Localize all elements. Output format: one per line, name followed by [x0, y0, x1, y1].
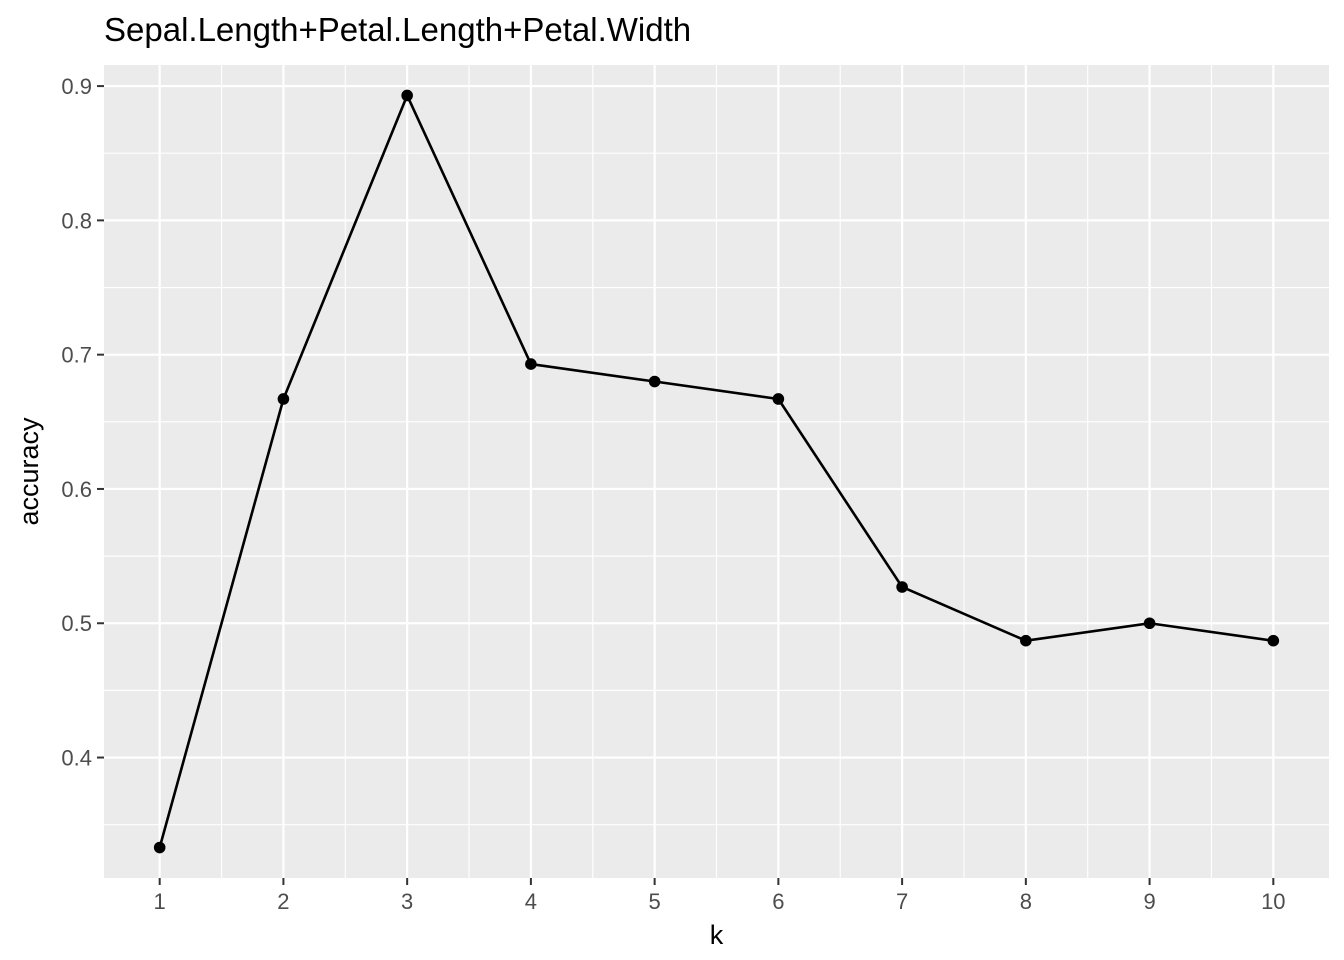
y-axis-title: accuracy — [14, 417, 44, 526]
y-axis: 0.4 0.5 0.6 0.7 0.8 0.9 — [61, 74, 104, 771]
x-tick-label: 7 — [896, 889, 908, 914]
data-point — [401, 89, 413, 102]
x-tick-label: 4 — [525, 889, 537, 914]
series-line — [158, 94, 1274, 848]
data-point — [896, 581, 908, 593]
data-point — [1020, 634, 1032, 647]
series — [153, 89, 1280, 854]
x-tick-label: 6 — [772, 889, 784, 914]
grid-minor — [104, 65, 1329, 878]
y-tick-label: 0.5 — [61, 611, 92, 636]
y-tick-label: 0.7 — [61, 343, 92, 368]
x-tick-label: 2 — [277, 889, 289, 914]
data-point — [1267, 634, 1280, 647]
x-tick-label: 8 — [1020, 889, 1032, 914]
x-tick-label: 10 — [1261, 889, 1285, 914]
x-tick-label: 9 — [1143, 889, 1155, 914]
y-tick-label: 0.4 — [61, 746, 92, 771]
x-tick-label: 3 — [401, 889, 413, 914]
grid-major — [104, 65, 1329, 878]
data-point — [525, 358, 537, 370]
data-point — [1143, 617, 1156, 630]
x-axis: 1 2 3 4 5 6 7 8 9 10 — [154, 878, 1286, 914]
chart-title: Sepal.Length+Petal.Length+Petal.Width — [104, 11, 691, 48]
data-point — [277, 393, 290, 405]
data-point — [772, 393, 785, 405]
x-axis-title: k — [710, 920, 724, 950]
y-tick-label: 0.9 — [61, 74, 92, 99]
y-tick-label: 0.6 — [61, 477, 92, 502]
x-tick-label: 1 — [154, 889, 166, 914]
data-point — [648, 375, 661, 388]
data-point — [153, 841, 166, 854]
x-tick-label: 5 — [649, 889, 661, 914]
y-tick-label: 0.8 — [61, 208, 92, 233]
